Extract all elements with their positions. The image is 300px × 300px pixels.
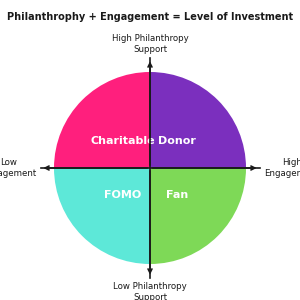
Text: Fan: Fan bbox=[166, 190, 188, 200]
Wedge shape bbox=[150, 72, 246, 168]
Text: Low Philanthropy
Support: Low Philanthropy Support bbox=[113, 282, 187, 300]
Text: Donor: Donor bbox=[158, 136, 196, 146]
Text: High Philanthropy
Support: High Philanthropy Support bbox=[112, 34, 188, 54]
Text: Charitable: Charitable bbox=[91, 136, 155, 146]
Wedge shape bbox=[54, 72, 150, 168]
Wedge shape bbox=[54, 168, 150, 264]
Text: High
Engagement: High Engagement bbox=[264, 158, 300, 178]
Wedge shape bbox=[150, 168, 246, 264]
Text: Low
Engagement: Low Engagement bbox=[0, 158, 36, 178]
Text: Philanthrophy + Engagement = Level of Investment: Philanthrophy + Engagement = Level of In… bbox=[7, 12, 293, 22]
Text: FOMO: FOMO bbox=[104, 190, 142, 200]
